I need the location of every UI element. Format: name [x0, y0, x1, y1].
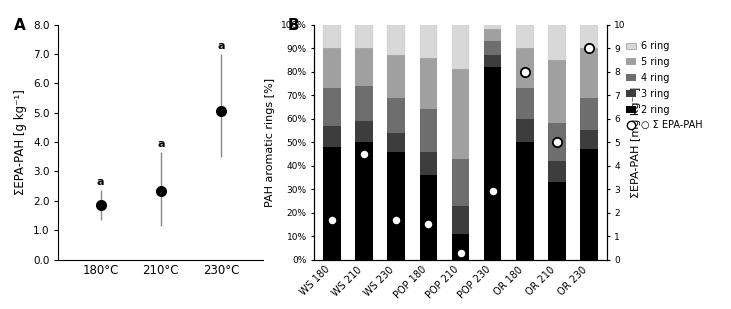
Bar: [548, 123, 566, 161]
Bar: [355, 86, 373, 121]
Point: [358, 151, 370, 156]
Text: A: A: [13, 18, 25, 33]
Bar: [452, 159, 469, 205]
Y-axis label: ΣEPA-PAH [mg kg⁻¹]: ΣEPA-PAH [mg kg⁻¹]: [632, 87, 641, 198]
Point: [455, 250, 466, 255]
Bar: [355, 121, 373, 142]
Point: [390, 217, 402, 222]
Bar: [580, 130, 598, 149]
Bar: [580, 48, 598, 98]
Bar: [452, 69, 469, 159]
Bar: [516, 119, 534, 142]
Bar: [323, 25, 341, 48]
Bar: [355, 25, 373, 48]
Bar: [452, 234, 469, 260]
Bar: [355, 142, 373, 260]
Point: [519, 69, 531, 74]
Bar: [420, 175, 437, 260]
Bar: [548, 60, 566, 123]
Bar: [387, 151, 405, 260]
Bar: [387, 25, 405, 55]
Point: [583, 46, 595, 51]
Bar: [323, 48, 341, 88]
Bar: [516, 48, 534, 88]
Bar: [323, 147, 341, 260]
Bar: [387, 133, 405, 151]
Bar: [548, 161, 566, 182]
Text: B: B: [288, 18, 300, 33]
Bar: [387, 55, 405, 98]
Bar: [420, 109, 437, 151]
Point: [423, 222, 434, 227]
Point: [326, 217, 338, 222]
Bar: [323, 126, 341, 147]
Bar: [420, 151, 437, 175]
Bar: [548, 182, 566, 260]
Bar: [484, 29, 501, 41]
Text: a: a: [217, 41, 224, 51]
Bar: [387, 98, 405, 133]
Bar: [484, 67, 501, 260]
Y-axis label: ΣEPA-PAH [g kg⁻¹]: ΣEPA-PAH [g kg⁻¹]: [15, 89, 27, 195]
Text: a: a: [157, 139, 164, 150]
Bar: [323, 88, 341, 126]
Y-axis label: PAH aromatic rings [%]: PAH aromatic rings [%]: [265, 78, 276, 207]
Bar: [452, 205, 469, 234]
Bar: [452, 25, 469, 69]
Bar: [516, 25, 534, 48]
Bar: [516, 88, 534, 119]
Bar: [484, 25, 501, 29]
Bar: [580, 25, 598, 48]
Text: a: a: [97, 177, 105, 187]
Bar: [420, 25, 437, 57]
Bar: [516, 142, 534, 260]
Bar: [484, 55, 501, 67]
Legend: 6 ring, 5 ring, 4 ring, 3 ring, 2 ring, ○ Σ EPA-PAH: 6 ring, 5 ring, 4 ring, 3 ring, 2 ring, …: [626, 41, 702, 130]
Bar: [420, 57, 437, 109]
Point: [551, 140, 563, 145]
Bar: [484, 41, 501, 55]
Bar: [355, 48, 373, 86]
Bar: [580, 98, 598, 130]
Bar: [580, 149, 598, 260]
Bar: [548, 25, 566, 60]
Point: [487, 189, 499, 194]
